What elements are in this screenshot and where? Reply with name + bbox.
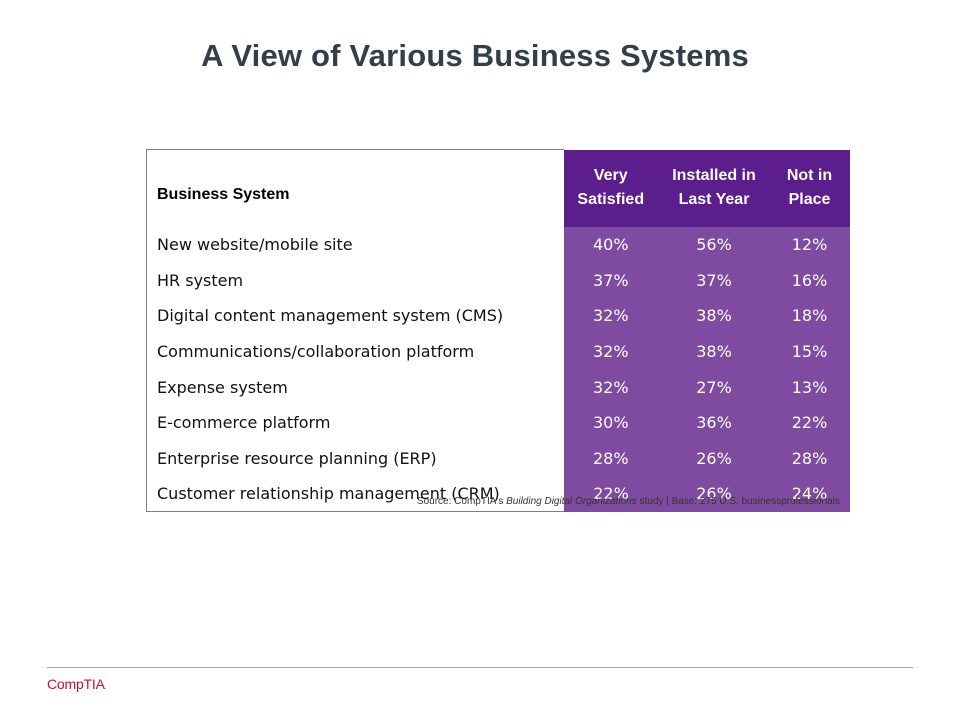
cell-not-in-place: 15% <box>769 333 850 370</box>
table-row: New website/mobile site 40% 56% 12% <box>146 227 850 263</box>
cell-not-in-place: 22% <box>769 404 850 441</box>
table-row: Customer relationship management (CRM) 2… <box>146 476 850 513</box>
cell-installed-last-year: 38% <box>658 333 770 370</box>
cell-not-in-place: 28% <box>769 440 850 477</box>
cell-very-satisfied: 28% <box>563 440 659 477</box>
comptia-logo: CompTIA. <box>47 676 107 692</box>
source-suffix: study | Base: 275 U.S. businessprofessio… <box>636 496 841 507</box>
slide-title: A View of Various Business Systems <box>201 38 749 73</box>
cell-not-in-place: 16% <box>769 262 850 299</box>
row-label: New website/mobile site <box>146 227 564 263</box>
cell-installed-last-year: 38% <box>658 298 770 334</box>
cell-installed-last-year: 27% <box>658 369 770 405</box>
row-label: Expense system <box>146 369 564 405</box>
cell-installed-last-year: 26% <box>658 476 770 512</box>
cell-very-satisfied: 32% <box>563 369 659 405</box>
cell-not-in-place: 18% <box>769 298 850 334</box>
source-study-title: Building Digital Organizations <box>506 496 637 507</box>
table-row: Enterprise resource planning (ERP) 28% 2… <box>146 440 850 477</box>
table-row: Communications/collaboration platform 32… <box>146 333 850 370</box>
cell-installed-last-year: 37% <box>658 262 770 299</box>
cell-very-satisfied: 32% <box>563 298 659 334</box>
header-very-satisfied: Very Satisfied <box>563 149 659 227</box>
source-prefix: Source: CompTIA's <box>416 496 507 507</box>
cell-very-satisfied: 22% <box>563 476 659 512</box>
cell-not-in-place: 24% <box>769 476 850 512</box>
cell-very-satisfied: 30% <box>563 404 659 441</box>
cell-installed-last-year: 26% <box>658 440 770 477</box>
table-row: HR system 37% 37% 16% <box>146 262 850 299</box>
logo-text: CompTIA <box>47 676 105 692</box>
row-label: HR system <box>146 262 564 299</box>
cell-not-in-place: 12% <box>769 227 850 263</box>
header-business-system: Business System <box>146 149 564 227</box>
row-label: Enterprise resource planning (ERP) <box>146 440 564 477</box>
source-note: Source: CompTIA's Building Digital Organ… <box>146 496 840 507</box>
row-label: Customer relationship management (CRM) <box>146 476 564 513</box>
row-label: Digital content management system (CMS) <box>146 298 564 334</box>
logo-mark: . <box>104 684 107 691</box>
table-header-row: Business System Very Satisfied Installed… <box>146 149 850 227</box>
row-label: Communications/collaboration platform <box>146 333 564 370</box>
cell-very-satisfied: 37% <box>563 262 659 299</box>
header-not-in-place: Not in Place <box>769 149 850 227</box>
header-installed-last-year: Installed in Last Year <box>658 149 770 227</box>
cell-very-satisfied: 40% <box>563 227 659 263</box>
footer-divider <box>47 667 913 668</box>
cell-very-satisfied: 32% <box>563 333 659 370</box>
cell-installed-last-year: 36% <box>658 404 770 441</box>
row-label: E-commerce platform <box>146 404 564 441</box>
table-row: E-commerce platform 30% 36% 22% <box>146 404 850 441</box>
table-row: Digital content management system (CMS) … <box>146 298 850 334</box>
cell-not-in-place: 13% <box>769 369 850 405</box>
table-row: Expense system 32% 27% 13% <box>146 369 850 405</box>
business-systems-table: Business System Very Satisfied Installed… <box>146 149 850 513</box>
cell-installed-last-year: 56% <box>658 227 770 263</box>
